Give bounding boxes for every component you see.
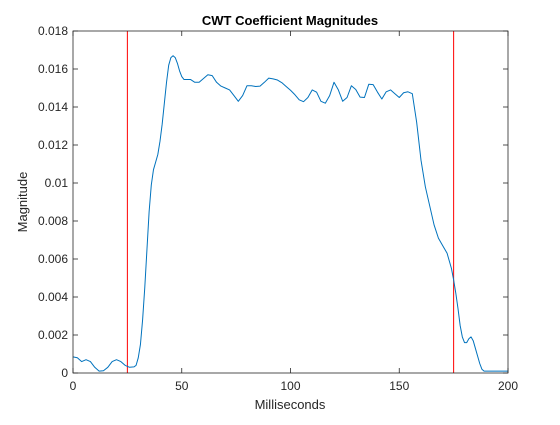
x-tick-label: 50 <box>175 379 189 393</box>
x-tick-label: 200 <box>498 379 518 393</box>
y-tick-label: 0.004 <box>38 290 68 304</box>
y-tick-label: 0.002 <box>38 328 68 342</box>
x-axis-label: Milliseconds <box>255 397 326 412</box>
series-layer <box>72 55 508 372</box>
y-tick-label: 0.018 <box>38 24 68 38</box>
y-tick-label: 0 <box>61 366 68 380</box>
y-tick-label: 0.016 <box>38 62 68 76</box>
vertical-marker-lines <box>126 31 455 373</box>
y-tick-label: 0.01 <box>45 176 69 190</box>
ticks-layer: 0 50 100 150 200 0 0.002 0.004 0.006 0.008 0.01 0.0… <box>38 24 518 393</box>
y-axis-label: Magnitude <box>15 172 30 233</box>
plot-area <box>73 31 508 373</box>
y-tick-label: 0.008 <box>38 214 68 228</box>
plot-background <box>73 31 508 373</box>
series-line-1 <box>72 55 508 372</box>
x-tick-label: 100 <box>280 379 300 393</box>
x-tick-label: 150 <box>389 379 409 393</box>
chart-title: CWT Coefficient Magnitudes <box>202 13 378 28</box>
x-tick-label: 0 <box>70 379 77 393</box>
y-tick-label: 0.012 <box>38 138 68 152</box>
y-tick-label: 0.014 <box>38 100 68 114</box>
y-tick-label: 0.006 <box>38 252 68 266</box>
